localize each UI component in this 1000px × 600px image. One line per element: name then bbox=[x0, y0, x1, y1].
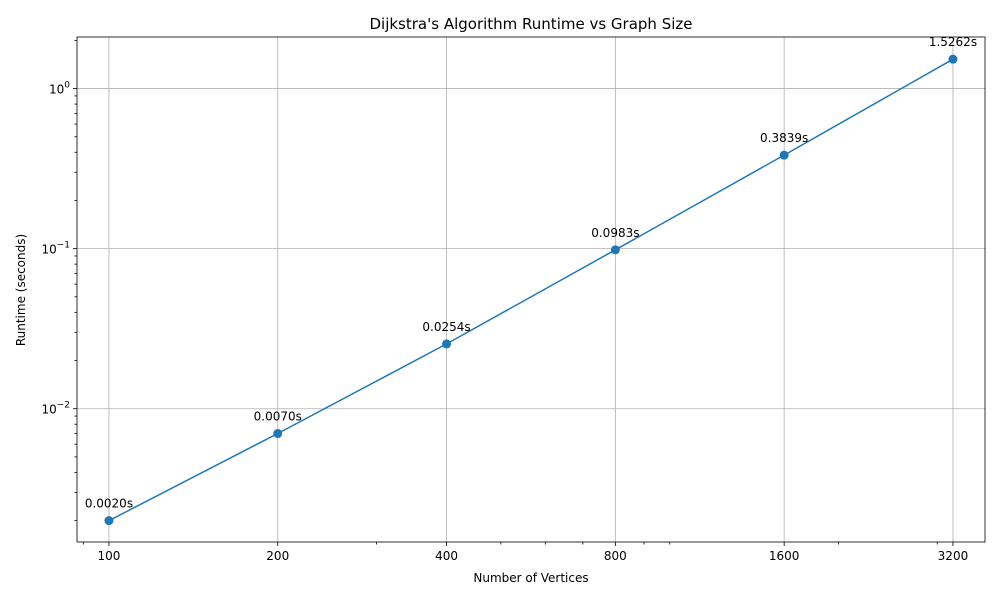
data-label: 0.3839s bbox=[760, 131, 808, 145]
data-point bbox=[610, 245, 620, 255]
x-tick-label: 100 bbox=[98, 549, 121, 563]
data-point bbox=[948, 54, 958, 64]
grid-layer bbox=[77, 37, 985, 542]
series-layer bbox=[104, 54, 958, 526]
x-tick-label: 400 bbox=[435, 549, 458, 563]
data-point bbox=[779, 150, 789, 160]
x-tick-label: 1600 bbox=[769, 549, 800, 563]
x-tick-label: 200 bbox=[266, 549, 289, 563]
data-label: 0.0070s bbox=[254, 410, 302, 424]
data-label: 0.0254s bbox=[422, 320, 470, 334]
plot-frame bbox=[76, 36, 986, 543]
x-tick-label: 800 bbox=[604, 549, 627, 563]
x-axis-label: Number of Vertices bbox=[473, 571, 588, 585]
y-tick-label: 10−2 bbox=[41, 401, 70, 417]
series-line bbox=[108, 58, 954, 522]
x-tick-label: 3200 bbox=[938, 549, 969, 563]
tick-layer bbox=[73, 39, 954, 546]
data-point bbox=[273, 429, 283, 439]
data-point bbox=[442, 339, 452, 349]
data-label: 0.0020s bbox=[85, 497, 133, 511]
data-label: 0.0983s bbox=[591, 226, 639, 240]
y-tick-label: 10−1 bbox=[41, 241, 70, 257]
data-point bbox=[104, 516, 114, 526]
label-layer: 100 200 400 800 1600 3200 10−2 10−1 100 0.0020s 0.… bbox=[41, 35, 977, 563]
data-label: 1.5262s bbox=[929, 35, 977, 49]
chart-title: Dijkstra's Algorithm Runtime vs Graph Si… bbox=[369, 15, 692, 33]
y-axis-label: Runtime (seconds) bbox=[14, 234, 28, 346]
y-tick-label: 100 bbox=[49, 81, 70, 97]
